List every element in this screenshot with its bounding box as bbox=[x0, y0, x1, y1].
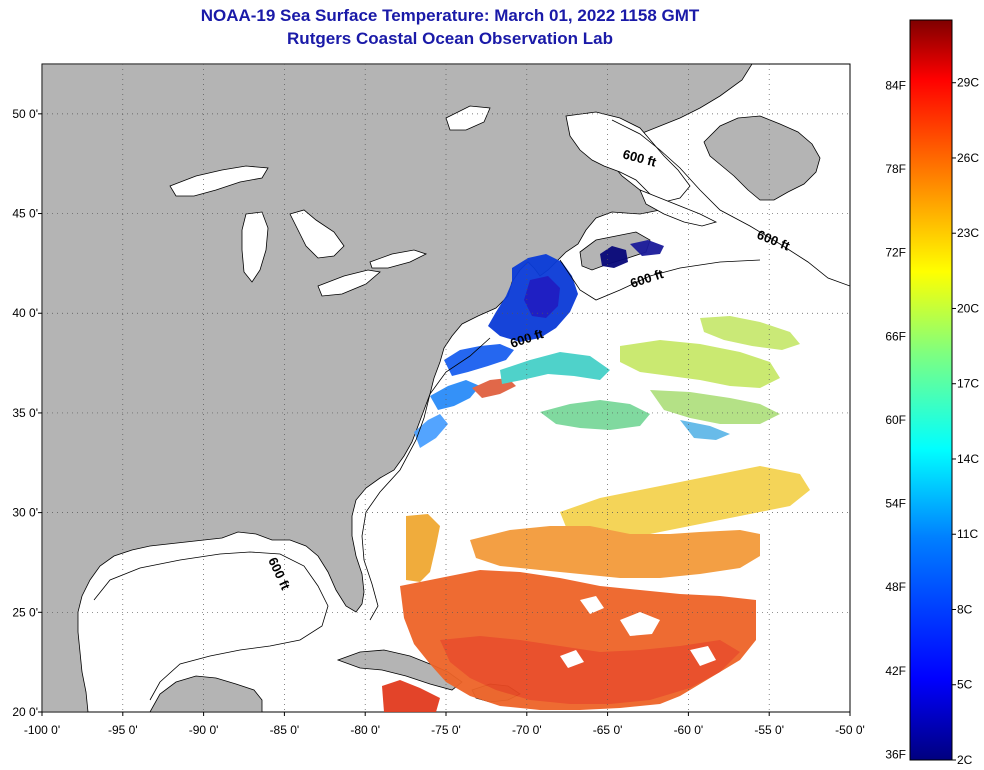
lon-tick-label: -70 0' bbox=[512, 723, 542, 737]
colorbar-f-label: 66F bbox=[885, 329, 906, 343]
colorbar-c-label: 14C bbox=[957, 452, 979, 466]
temperature-colorbar bbox=[909, 19, 953, 761]
colorbar-c-label: 20C bbox=[957, 301, 979, 315]
lat-tick-label: 45 0' bbox=[12, 207, 38, 221]
lat-tick-label: 25 0' bbox=[12, 605, 38, 619]
colorbar-f-label: 48F bbox=[885, 580, 906, 594]
colorbar-c-label: 23C bbox=[957, 226, 979, 240]
newfoundland-land bbox=[703, 115, 821, 201]
colorbar-f-label: 78F bbox=[885, 162, 906, 176]
lat-tick-label: 50 0' bbox=[12, 107, 38, 121]
colorbar-f-label: 36F bbox=[885, 747, 906, 761]
lon-tick-label: -50 0' bbox=[835, 723, 865, 737]
lat-tick-label: 40 0' bbox=[12, 306, 38, 320]
gulf-st-lawrence-water bbox=[565, 111, 691, 203]
lon-tick-label: -75 0' bbox=[431, 723, 461, 737]
colorbar-f-label: 84F bbox=[885, 78, 906, 92]
lon-tick-label: -60 0' bbox=[674, 723, 704, 737]
strait-belle-isle-water bbox=[639, 189, 718, 227]
lon-tick-label: -95 0' bbox=[108, 723, 138, 737]
colorbar-fahrenheit-labels: 84F 78F 72F 66F 60F 54F 48F 42F 36F bbox=[885, 78, 906, 761]
lat-tick-label: 20 0' bbox=[12, 705, 38, 719]
graticule bbox=[38, 64, 851, 716]
lon-tick-label: -65 0' bbox=[593, 723, 623, 737]
lon-tick-label: -80 0' bbox=[350, 723, 380, 737]
isobath-600ft bbox=[93, 119, 850, 701]
lat-tick-label: 35 0' bbox=[12, 406, 38, 420]
colorbar-c-label: 17C bbox=[957, 377, 979, 391]
map-subtitle: Rutgers Coastal Ocean Observation Lab bbox=[287, 29, 613, 48]
sst-data bbox=[382, 240, 810, 712]
colorbar-f-label: 60F bbox=[885, 413, 906, 427]
north-america-land bbox=[42, 64, 753, 712]
lon-tick-label: -85 0' bbox=[270, 723, 300, 737]
colorbar-c-label: 2C bbox=[957, 753, 973, 767]
colorbar-f-label: 42F bbox=[885, 664, 906, 678]
colorbar-f-label: 54F bbox=[885, 497, 906, 511]
yucatan-land bbox=[149, 675, 263, 712]
colorbar-c-label: 11C bbox=[957, 527, 978, 541]
lon-tick-label: -100 0' bbox=[24, 723, 60, 737]
colorbar-c-label: 5C bbox=[957, 678, 973, 692]
colorbar-celsius-labels: 29C 26C 23C 20C 17C 14C 11C 8C 5C 2C bbox=[952, 76, 979, 767]
lat-tick-label: 30 0' bbox=[12, 506, 38, 520]
colorbar-c-label: 29C bbox=[957, 76, 979, 90]
great-lakes bbox=[169, 105, 491, 297]
lon-tick-label: -55 0' bbox=[754, 723, 784, 737]
map-title: NOAA-19 Sea Surface Temperature: March 0… bbox=[200, 6, 700, 25]
axis-tick-labels: -100 0' -95 0' -90 0' -85 0' -80 0' -75 0' -70… bbox=[12, 107, 864, 737]
colorbar-c-label: 8C bbox=[957, 602, 973, 616]
colorbar-c-label: 26C bbox=[957, 151, 979, 165]
colorbar-f-label: 72F bbox=[885, 246, 906, 260]
lon-tick-label: -90 0' bbox=[189, 723, 219, 737]
